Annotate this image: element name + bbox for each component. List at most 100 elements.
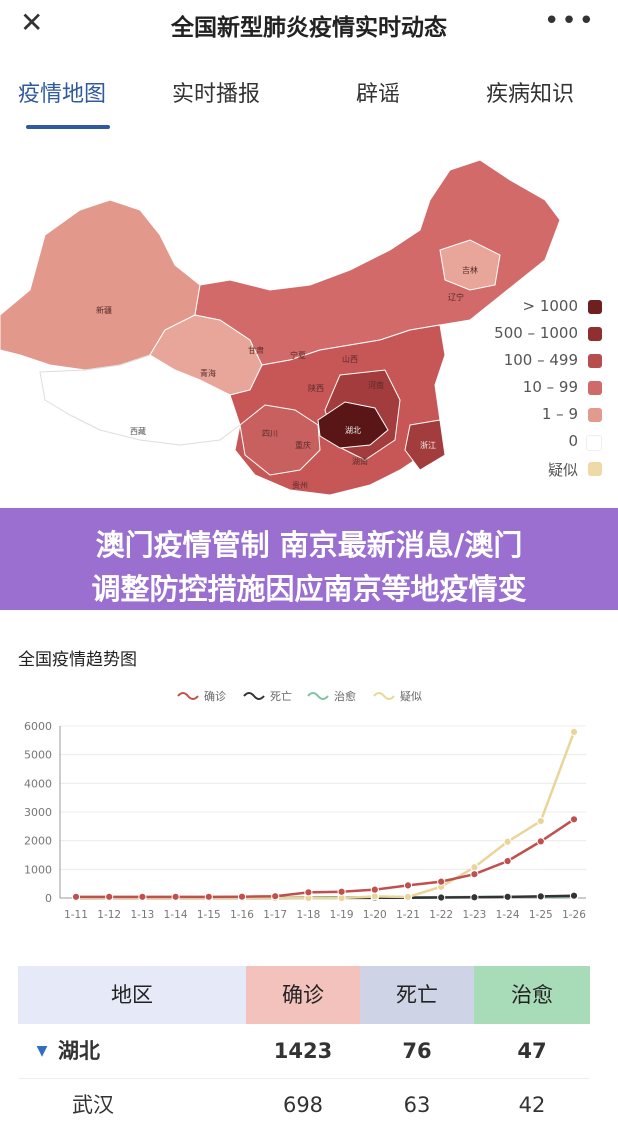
legend-line-icon xyxy=(243,692,265,700)
series-line-确诊 xyxy=(76,818,575,899)
region-zhejiang xyxy=(404,419,446,471)
data-point xyxy=(569,815,579,824)
x-tick-label: 1-15 xyxy=(197,909,221,921)
x-tick-label: 1-16 xyxy=(230,909,254,921)
legend-row: 500 – 1000 xyxy=(480,324,610,346)
data-point xyxy=(503,892,512,901)
data-point xyxy=(138,892,147,901)
data-point xyxy=(304,888,313,897)
cured-count: 47 xyxy=(517,1039,547,1063)
map-label: 四川 xyxy=(262,429,278,438)
x-tick-label: 1-23 xyxy=(462,909,486,921)
series-line-疑似 xyxy=(76,731,576,900)
legend-swatch xyxy=(588,462,602,476)
x-tick-label: 1-12 xyxy=(97,909,121,921)
x-tick-label: 1-24 xyxy=(496,909,520,921)
page-title: 全国新型肺炎疫情实时动态 xyxy=(171,15,447,41)
x-tick-label: 1-17 xyxy=(263,909,287,921)
header-cured: 治愈 xyxy=(474,966,590,1024)
tab-live-broadcast[interactable]: 实时播报 xyxy=(172,82,261,107)
map-label: 青海 xyxy=(200,369,216,378)
x-tick-label: 1-19 xyxy=(330,909,354,921)
legend-label: 10 – 99 xyxy=(522,378,578,396)
data-point xyxy=(569,727,579,737)
data-point xyxy=(536,837,545,846)
trend-chart-svg: 确诊 死亡 治愈 疑似 0 1000 2000 3000 4000 5000 6000 1-11 1… xyxy=(24,689,586,921)
legend-line-icon xyxy=(373,692,395,700)
data-point xyxy=(470,893,479,902)
map-label: 贵州 xyxy=(292,481,308,490)
legend-row: > 1000 xyxy=(480,297,610,319)
y-tick-label: 3000 xyxy=(24,806,52,819)
x-tick-label: 1-13 xyxy=(130,909,154,921)
legend-swatch xyxy=(588,354,602,368)
data-point xyxy=(237,892,247,901)
close-icon[interactable]: ✕ xyxy=(20,6,44,39)
dead-count: 63 xyxy=(403,1093,431,1117)
table-row[interactable]: ▼ 湖北 1423 76 47 xyxy=(18,1024,590,1079)
region-sichuan xyxy=(239,404,321,476)
data-point xyxy=(569,891,579,900)
data-point xyxy=(171,892,180,901)
data-point xyxy=(403,881,413,890)
region-jilin xyxy=(439,239,501,291)
map-label: 吉林 xyxy=(462,266,478,275)
region-name: 湖北 xyxy=(58,1039,100,1063)
map-label: 浙江 xyxy=(420,441,436,450)
region-name: 武汉 xyxy=(72,1093,114,1117)
y-tick-label: 0 xyxy=(45,892,52,905)
map-label: 湖北 xyxy=(345,426,361,435)
x-tick-label: 1-21 xyxy=(396,909,420,921)
y-tick-label: 4000 xyxy=(24,777,52,790)
map-label: 重庆 xyxy=(295,441,311,450)
tab-epidemic-map[interactable]: 疫情地图 xyxy=(18,82,107,107)
data-point xyxy=(403,892,413,902)
headline-line-1: 澳门疫情管制 南京最新消息/澳门 xyxy=(95,528,523,562)
legend-series-label: 治愈 xyxy=(334,689,356,703)
y-tick-label: 2000 xyxy=(24,835,52,848)
data-point xyxy=(105,892,114,901)
trend-chart: 确诊 死亡 治愈 疑似 0 1000 2000 3000 4000 5000 6000 1-11 1… xyxy=(0,678,618,928)
data-point xyxy=(337,887,346,896)
data-point xyxy=(503,857,512,866)
legend-row: 10 – 99 xyxy=(480,378,610,400)
headline-banner[interactable]: 澳门疫情管制 南京最新消息/澳门 调整防控措施因应南京等地疫情变 xyxy=(0,508,618,610)
legend-row: 疑似 xyxy=(480,459,610,481)
data-point xyxy=(271,892,280,901)
map-label: 山西 xyxy=(342,355,358,364)
data-point xyxy=(503,837,512,846)
y-tick-label: 1000 xyxy=(24,863,52,876)
header-dead: 死亡 xyxy=(360,966,474,1024)
dead-count: 76 xyxy=(402,1039,432,1063)
x-tick-label: 1-14 xyxy=(164,909,188,921)
data-point xyxy=(536,816,545,826)
more-icon[interactable]: ••• xyxy=(543,6,596,36)
tab-disease-knowledge[interactable]: 疾病知识 xyxy=(486,82,575,107)
data-point xyxy=(204,892,213,901)
legend-line-icon xyxy=(307,692,329,700)
y-tick-label: 5000 xyxy=(24,749,52,762)
tab-bar: 疫情地图 实时播报 辟谣 疾病知识 xyxy=(0,62,618,132)
data-point xyxy=(370,885,379,894)
x-tick-label: 1-18 xyxy=(296,909,320,921)
table-row[interactable]: 武汉 698 63 42 xyxy=(18,1078,590,1132)
map-label: 西藏 xyxy=(130,427,146,436)
legend-series-label: 确诊 xyxy=(204,689,226,703)
triangle-down-icon[interactable]: ▼ xyxy=(36,1043,48,1059)
legend-swatch xyxy=(588,327,602,341)
active-tab-indicator xyxy=(26,125,110,129)
data-point xyxy=(470,870,479,879)
china-map[interactable]: 新疆 西藏 青海 甘肃 宁夏 陕西 山西 河南 湖北 湖南 贵州 重庆 四川 吉… xyxy=(0,140,618,510)
tab-rumor[interactable]: 辟谣 xyxy=(356,82,401,107)
legend-row: 100 – 499 xyxy=(480,351,610,373)
data-point xyxy=(536,892,545,901)
header-region: 地区 xyxy=(18,966,246,1024)
map-svg xyxy=(0,159,561,496)
header-confirmed: 确诊 xyxy=(246,966,360,1024)
data-point xyxy=(437,877,446,886)
confirmed-count: 698 xyxy=(282,1093,324,1117)
legend-row: 1 – 9 xyxy=(480,405,610,427)
legend-label: 0 xyxy=(568,432,578,450)
map-label: 陕西 xyxy=(308,384,324,393)
legend-label: 1 – 9 xyxy=(541,405,578,423)
